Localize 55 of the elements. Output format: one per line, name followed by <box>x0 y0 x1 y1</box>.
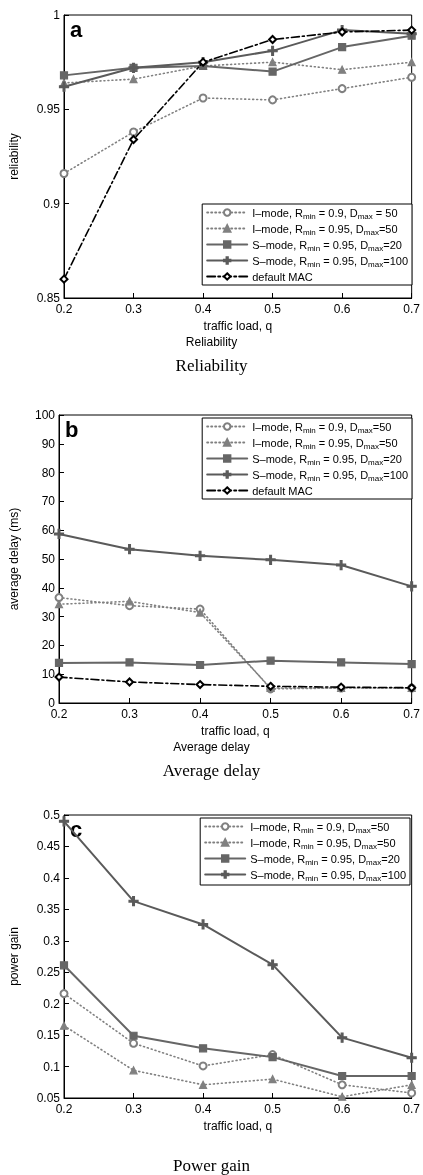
y-tick-label: 50 <box>41 552 56 566</box>
y-tick-label: 0.9 <box>43 196 61 211</box>
x-tick-label: 0.5 <box>264 1102 282 1116</box>
x-tick-label: 0.3 <box>125 302 143 316</box>
y-tick-label: 0.3 <box>43 933 61 948</box>
y-tick-label: 0.1 <box>43 1059 61 1074</box>
y-tick-label: 0.2 <box>43 996 61 1011</box>
y-tick-label: 0.85 <box>36 291 61 305</box>
y-tick-label: 0.05 <box>36 1091 61 1105</box>
annotation: a <box>70 16 83 42</box>
y-tick-label: 60 <box>41 523 56 538</box>
text: Reliability <box>175 356 248 375</box>
y-tick-label: 1 <box>53 8 61 22</box>
x-tick-label: 0.5 <box>264 302 282 316</box>
x-tick-label: 0.7 <box>403 707 421 721</box>
annotation: b <box>65 416 79 442</box>
legend-label: default MAC <box>252 484 313 497</box>
x-tick-label: 0.4 <box>194 302 212 316</box>
y-axis-title: power gain <box>7 927 21 986</box>
y-tick-label: 70 <box>41 494 56 509</box>
x-tick-label: 0.5 <box>262 707 280 721</box>
y-tick-label: 0.25 <box>36 965 61 980</box>
x-tick-label: 0.6 <box>332 707 350 721</box>
text: Power gain <box>173 1156 251 1175</box>
x-axis-title: traffic load, q <box>203 1119 273 1133</box>
y-tick-label: 0.4 <box>43 870 61 885</box>
x-tick-label: 0.4 <box>194 1102 212 1116</box>
y-axis-title: reliability <box>7 133 21 180</box>
x-tick-label: 0.3 <box>121 707 139 721</box>
y-tick-label: 0.95 <box>36 102 61 117</box>
x-tick-label: 0.3 <box>125 1102 143 1116</box>
y-tick-label: 100 <box>34 408 56 422</box>
text: Average delay <box>173 740 250 754</box>
y-axis-title: average delay (ms) <box>7 507 21 611</box>
y-tick-label: 0.15 <box>36 1028 61 1043</box>
x-tick-label: 0.4 <box>191 707 209 721</box>
y-tick-label: 0.35 <box>36 902 61 917</box>
y-tick-label: 40 <box>41 580 56 595</box>
text: Reliability <box>185 335 238 349</box>
text: Average delay <box>162 761 261 780</box>
x-axis-title: traffic load, q <box>201 724 270 738</box>
x-tick-label: 0.6 <box>333 302 351 316</box>
y-tick-label: 20 <box>41 638 56 653</box>
y-tick-label: 80 <box>41 465 56 480</box>
y-tick-label: 0 <box>48 696 56 710</box>
y-tick-label: 0.5 <box>43 808 61 822</box>
y-tick-label: 10 <box>41 667 56 682</box>
x-tick-label: 0.7 <box>403 1102 421 1116</box>
legend-label: default MAC <box>252 270 313 283</box>
x-tick-label: 0.7 <box>403 302 421 316</box>
y-tick-label: 30 <box>41 609 56 624</box>
x-axis-title: traffic load, q <box>203 319 273 333</box>
x-tick-label: 0.6 <box>333 1102 351 1116</box>
y-tick-label: 90 <box>41 436 56 451</box>
y-tick-label: 0.45 <box>36 839 61 854</box>
